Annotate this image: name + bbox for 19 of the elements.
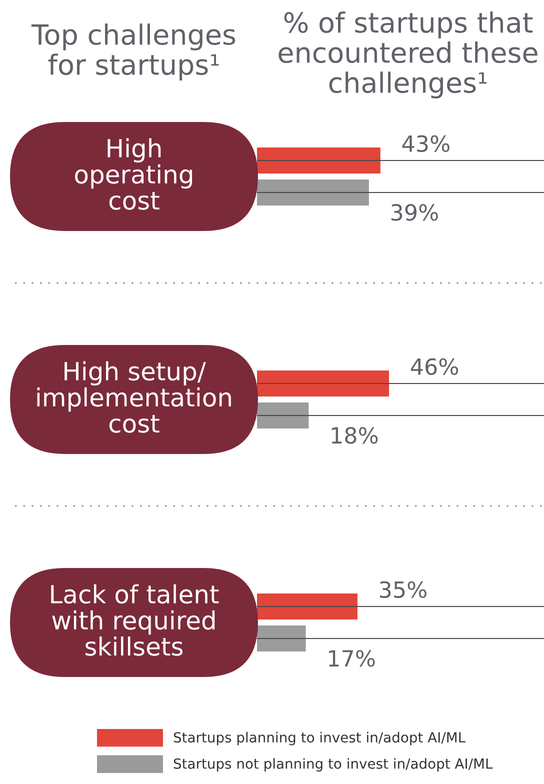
data-label: 39% <box>391 204 438 221</box>
data-label: 46% <box>410 358 458 376</box>
bar <box>257 180 369 206</box>
data-label: 35% <box>380 581 426 598</box>
y-tick-label: Lack of talent with required skillsets <box>51 584 219 656</box>
bar <box>257 148 380 174</box>
y-axis-title: Top challenges for startups¹ <box>31 24 236 80</box>
y-tick-label: High operating cost <box>75 138 192 210</box>
bar <box>257 626 306 652</box>
data-label: 43% <box>402 135 450 152</box>
bar <box>257 402 309 428</box>
legend-label: Startups not planning to invest in/adopt AI/ML <box>174 758 493 772</box>
bar <box>257 594 358 620</box>
bar <box>257 370 390 396</box>
data-label: 18% <box>332 427 378 444</box>
x-axis-title: % of startups that encountered these challenges¹ <box>278 12 538 98</box>
y-tick-label: High setup/ implementation cost <box>37 361 231 433</box>
legend-label: Startups planning to invest in/adopt AI/ML <box>174 732 466 746</box>
data-label: 17% <box>329 650 375 667</box>
